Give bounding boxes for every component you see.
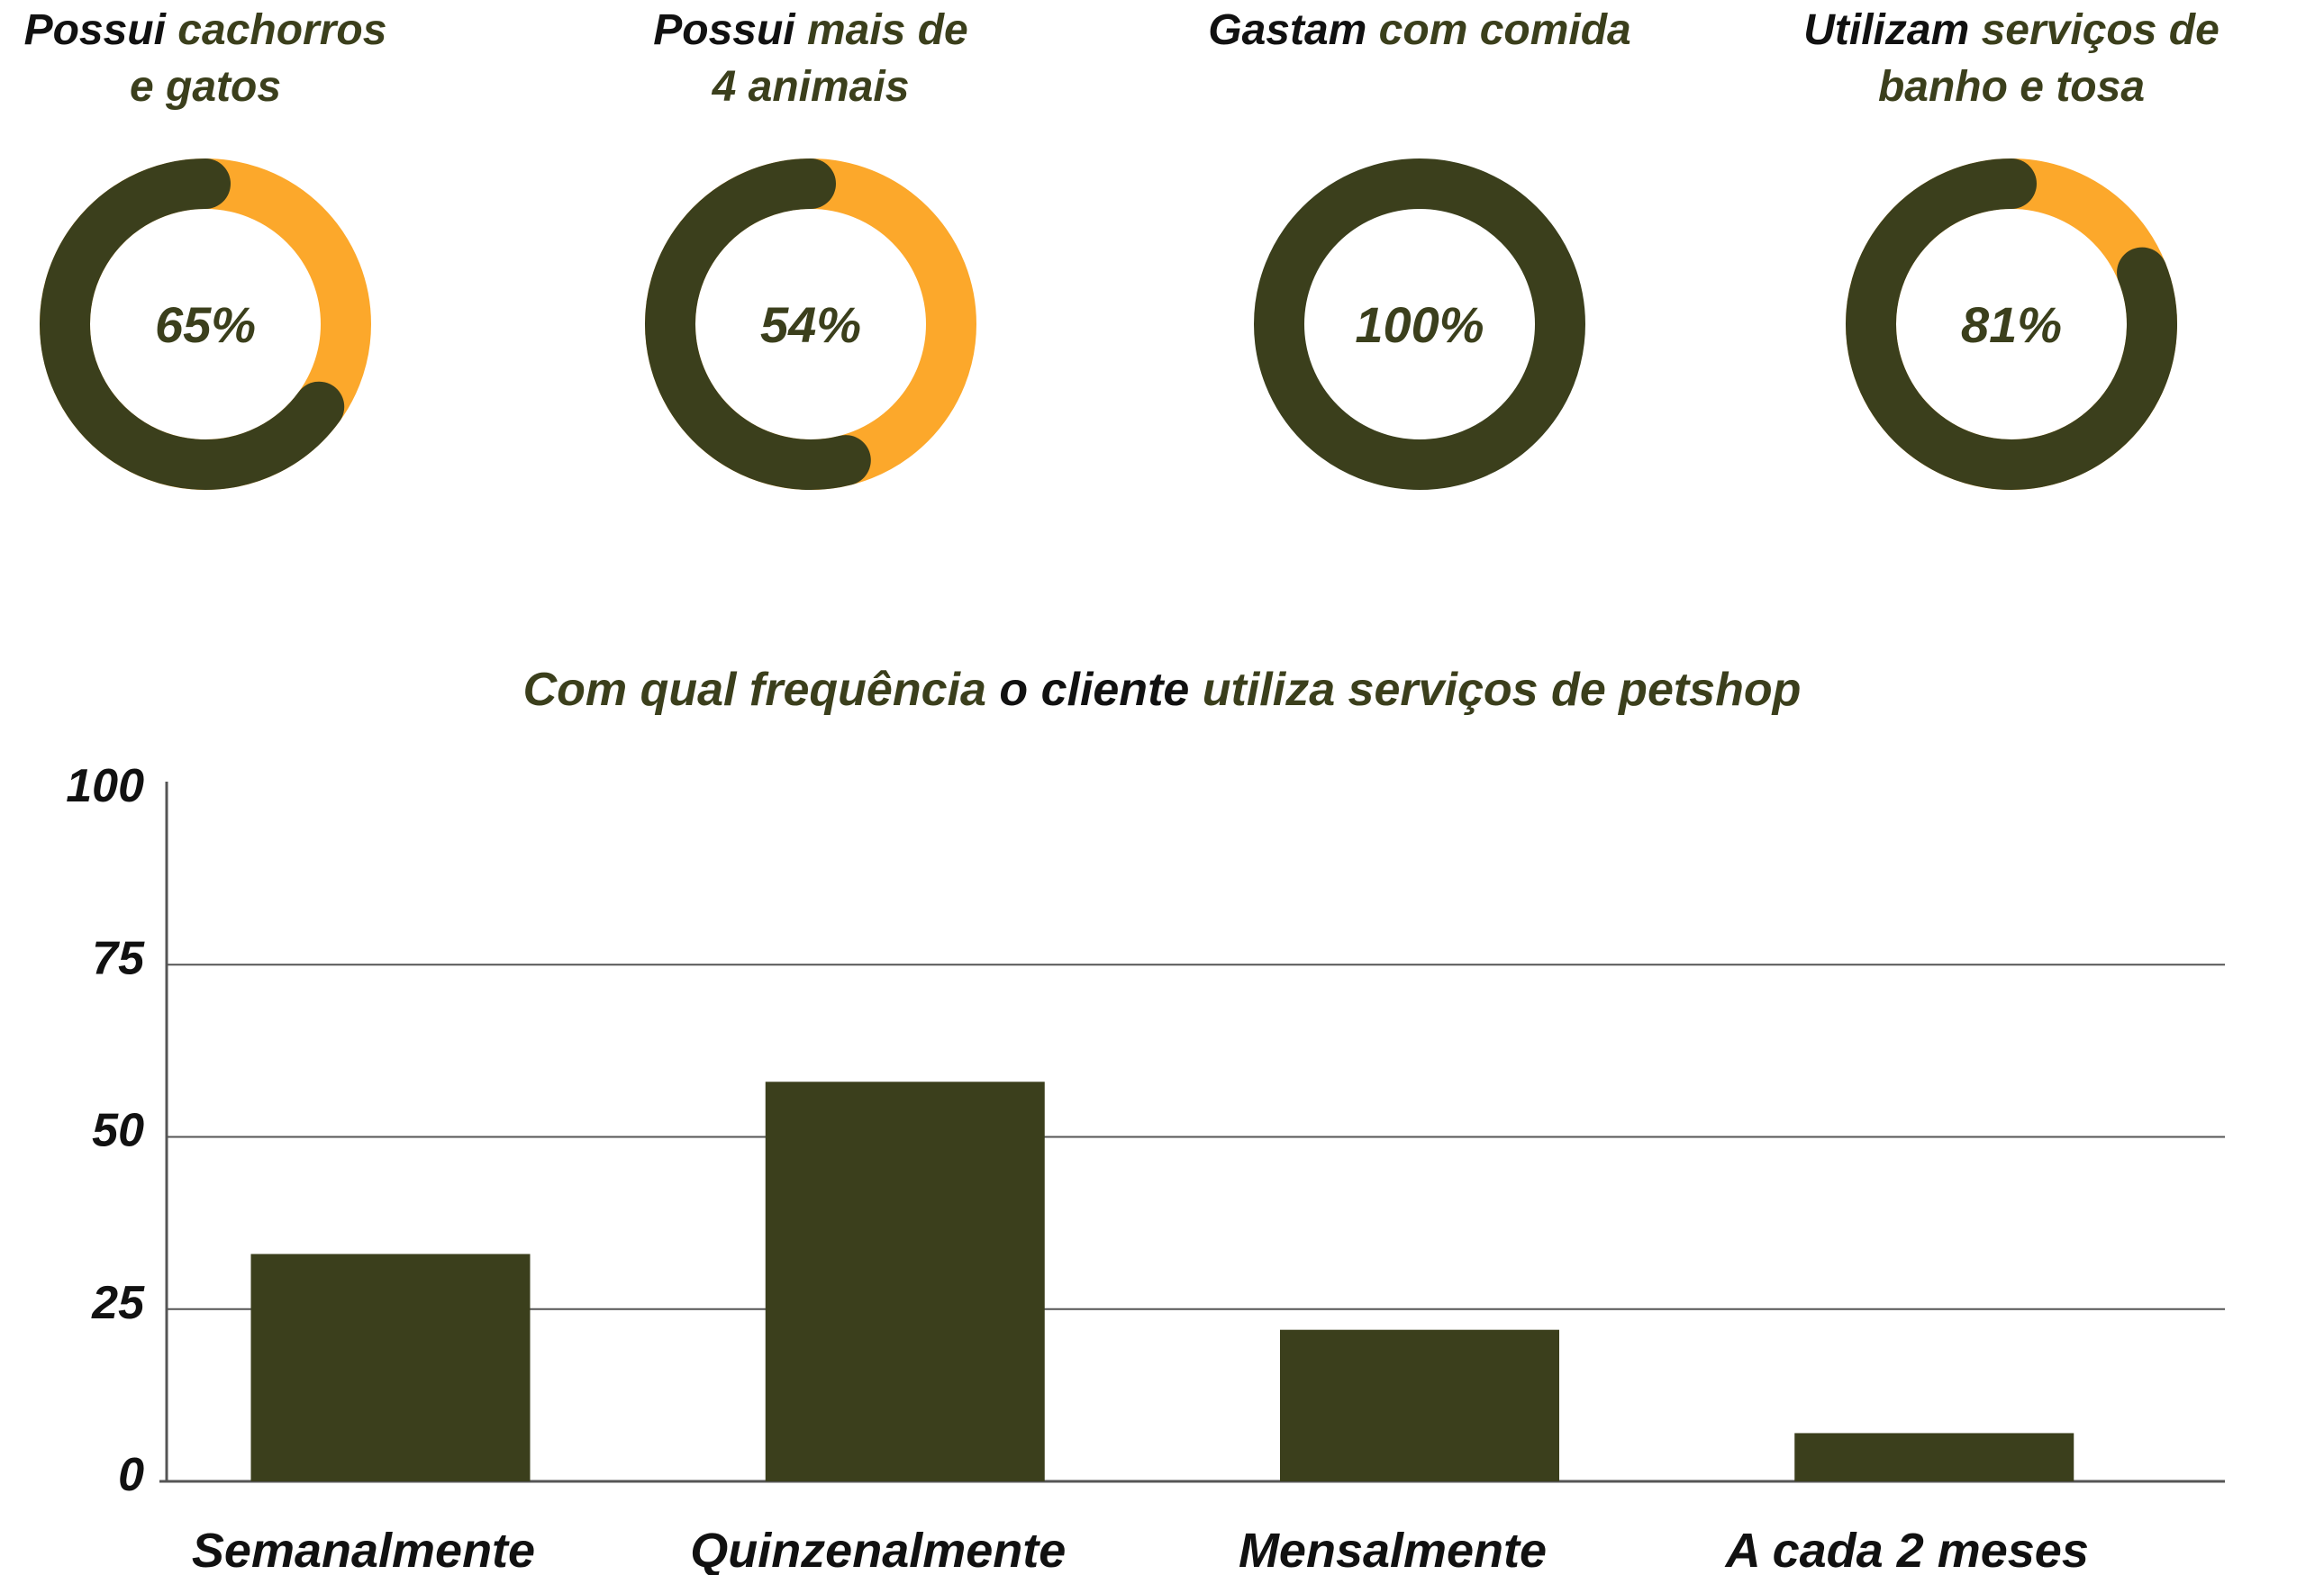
y-tick-label: 75 [92,932,145,984]
donut-percent-label: 65% [155,296,256,353]
donut-remainder [1254,158,1585,490]
kpi-title-segment: 4 animais [712,63,910,111]
kpi-title: Gastam com comida [1131,2,1708,59]
chart-title-segment: utiliza serviços de petshop [1202,664,1802,716]
donut-percent-label: 100% [1355,296,1484,353]
donut-percent-label: 81% [1961,296,2062,353]
kpi-title: Utilizam serviços de banho e tosa [1723,2,2300,115]
y-tick-label: 100 [66,760,144,812]
kpi-title: Possui cachorros e gatos [0,2,494,115]
kpi-title-line: banho e tosa [1723,59,2300,115]
donut-value-arc [645,158,871,490]
x-category-label: Mensalmente [1239,1524,1547,1575]
kpi-title-segment: Utilizam [1803,6,1982,54]
donut-chart: 65% [40,158,371,490]
kpi-title-segment: serviços de [1981,6,2220,54]
y-tick-label: 50 [92,1105,144,1157]
kpi-title: Possui mais de 4 animais [522,2,1099,115]
bar [765,1082,1045,1481]
kpi-title-segment: Possui [653,6,807,54]
kpi-title-line: 4 animais [522,59,1099,115]
x-category-label: Semanalmente [192,1524,535,1575]
kpi-title-segment: e gatos [129,63,282,111]
bar [1280,1329,1559,1481]
kpi-title-line: Utilizam serviços de [1723,2,2300,59]
kpi-card: Possui cachorros e gatos [0,0,494,115]
kpi-title-line: Gastam com comida [1131,2,1708,59]
kpi-card: Gastam com comida [1131,0,1708,59]
donut-percent-label: 54% [760,296,861,353]
kpi-title-segment: Gastam [1208,6,1379,54]
donut-value-arc [40,158,345,490]
kpi-title-line: Possui mais de [522,2,1099,59]
kpi-title-segment: com comida [1378,6,1631,54]
chart-title: Com qual frequência o cliente utiliza se… [0,663,2324,717]
bar [1794,1433,2074,1481]
x-category-label: A cada 2 meses [1724,1524,2089,1575]
x-category-label: Quinzenalmente [690,1524,1066,1575]
kpi-title-segment: cachorros [177,6,387,54]
donut-chart: 54% [645,158,976,490]
chart-title-segment: o cliente [999,664,1203,716]
kpi-title-segment: mais de [806,6,968,54]
donut-chart: 100% [1254,158,1585,490]
kpi-title-segment: Possui [23,6,178,54]
chart-title-segment: Com qual frequência [522,664,1000,716]
donut-value-arc [1846,158,2177,490]
kpi-title-line: e gatos [0,59,494,115]
y-tick-label: 0 [118,1449,144,1501]
kpi-title-segment: banho e tosa [1877,63,2146,111]
kpi-card: Possui mais de 4 animais [522,0,1099,115]
y-tick-label: 25 [91,1277,145,1329]
donut-chart: 81% [1846,158,2177,490]
bar [250,1254,531,1481]
kpi-card: Utilizam serviços de banho e tosa [1723,0,2300,115]
kpi-title-line: Possui cachorros [0,2,494,59]
